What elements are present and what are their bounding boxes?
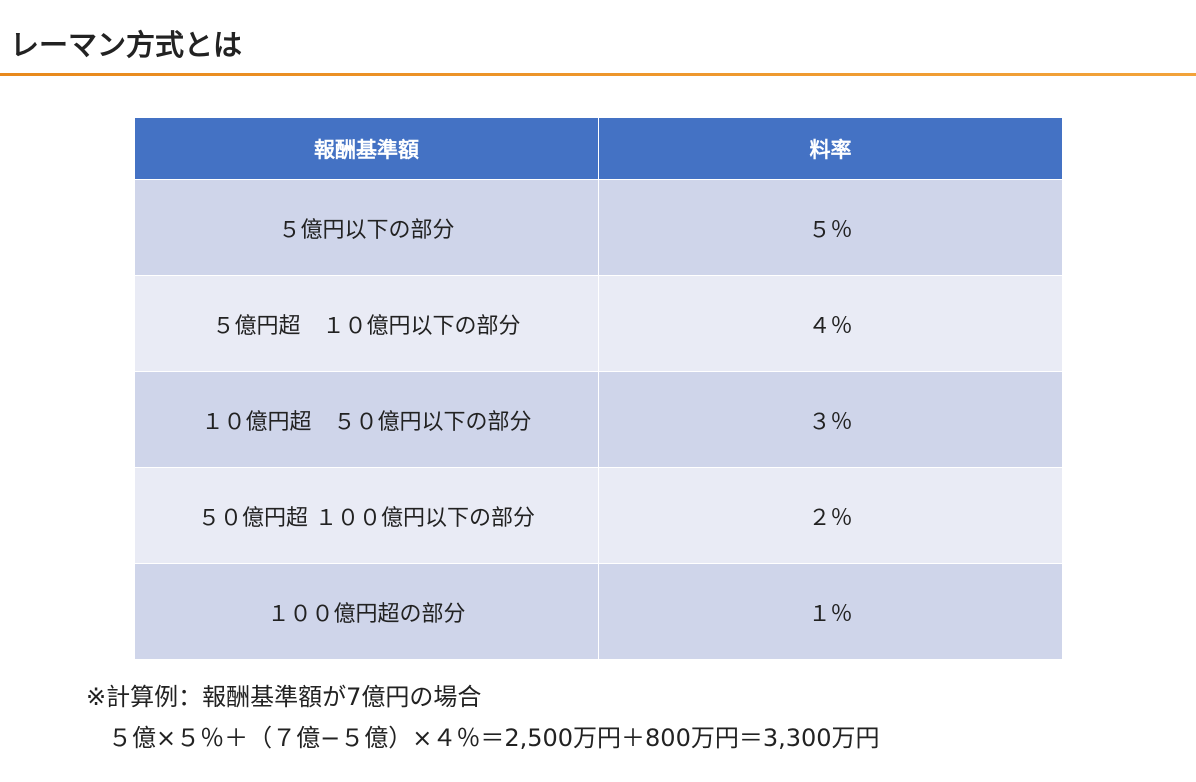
amount-cell: ５０億円超 １００億円以下の部分 bbox=[134, 467, 599, 564]
note-line: ５億×５％＋（７億−５億）×４％＝2,500万円＋800万円＝3,300万円 bbox=[108, 724, 880, 752]
amount-cell: １０億円超 ５０億円以下の部分 bbox=[134, 371, 599, 468]
table-body: ５億円以下の部分 ５％ ５億円超 １０億円以下の部分 ４％ １０億円超 ５０億円以下の部… bbox=[134, 179, 1063, 660]
rate-cell: １％ bbox=[598, 563, 1063, 660]
table-row: ５億円以下の部分 ５％ bbox=[134, 179, 1063, 276]
rate-cell: ３％ bbox=[598, 371, 1063, 468]
slide-title: レーマン方式とは bbox=[10, 28, 243, 62]
rate-cell: ５％ bbox=[598, 179, 1063, 276]
fee-table: 報酬基準額 料率 ５億円以下の部分 ５％ ５億円超 １０億円以下の部分 ４％ １０億円超… bbox=[134, 117, 1063, 660]
table-row: １００億円超の部分 １％ bbox=[134, 563, 1063, 660]
amount-cell: ５億円超 １０億円以下の部分 bbox=[134, 275, 599, 372]
rate-cell: ４％ bbox=[598, 275, 1063, 372]
table-row: １０億円超 ５０億円以下の部分 ３％ bbox=[134, 371, 1063, 468]
column-header: 料率 bbox=[598, 117, 1063, 180]
column-header: 報酬基準額 bbox=[134, 117, 599, 180]
table-row: ５０億円超 １００億円以下の部分 ２％ bbox=[134, 467, 1063, 564]
table-row: ５億円超 １０億円以下の部分 ４％ bbox=[134, 275, 1063, 372]
note-line: ※計算例：報酬基準額が7億円の場合 bbox=[86, 683, 482, 711]
title-rule bbox=[0, 73, 1196, 76]
rate-cell: ２％ bbox=[598, 467, 1063, 564]
amount-cell: ５億円以下の部分 bbox=[134, 179, 599, 276]
amount-cell: １００億円超の部分 bbox=[134, 563, 599, 660]
header-row: 報酬基準額 料率 bbox=[134, 117, 1063, 180]
